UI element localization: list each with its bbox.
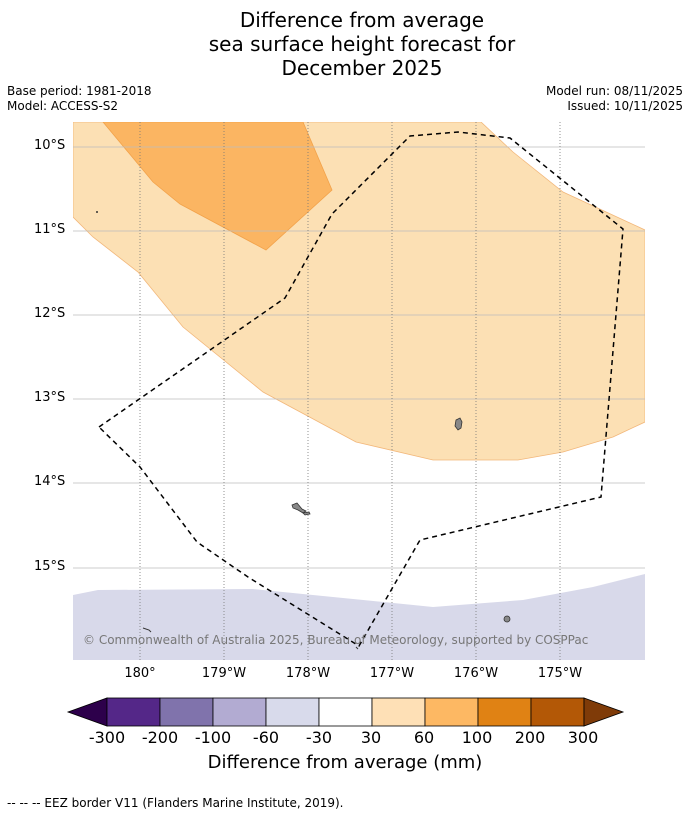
- legend-bin: [159, 697, 214, 727]
- legend-bin: [318, 697, 373, 727]
- legend-tick: 200: [514, 728, 546, 747]
- lon-label-179w: 179°W: [201, 666, 247, 681]
- issued-date: Issued: 10/11/2025: [567, 99, 683, 113]
- lon-label-175w: 175°W: [537, 666, 583, 681]
- island-4: [503, 615, 511, 623]
- legend-extend-low: [66, 697, 108, 727]
- legend-tick: 100: [461, 728, 493, 747]
- legend-colorbar: [66, 697, 625, 727]
- legend-bin: [424, 697, 479, 727]
- title-line-3: December 2025: [281, 56, 443, 80]
- model-name: Model: ACCESS-S2: [7, 99, 119, 113]
- legend-tick: -200: [141, 728, 179, 747]
- lon-label-176w: 176°W: [453, 666, 499, 681]
- lat-label-10s: 10°S: [34, 138, 66, 153]
- meta-right: Model run: 08/11/2025 Issued: 10/11/2025: [546, 84, 683, 114]
- legend-tick: -60: [252, 728, 280, 747]
- legend-bin: [265, 697, 320, 727]
- legend-extend-high: [583, 697, 625, 727]
- lat-label-14s: 14°S: [34, 474, 66, 489]
- meta-left: Base period: 1981-2018 Model: ACCESS-S2: [7, 84, 152, 114]
- lon-label-177w: 177°W: [369, 666, 415, 681]
- legend-bin: [477, 697, 532, 727]
- island-1: [454, 417, 463, 431]
- legend-bin: [106, 697, 161, 727]
- legend-bin: [530, 697, 585, 727]
- lon-label-178w: 178°W: [285, 666, 331, 681]
- eez-border: [97, 131, 624, 648]
- legend-tick: -100: [194, 728, 232, 747]
- island-5: [142, 627, 152, 633]
- island-7: [96, 211, 98, 213]
- legend-tick: 30: [360, 728, 382, 747]
- lat-label-11s: 11°S: [34, 222, 66, 237]
- copyright-notice: © Commonwealth of Australia 2025, Bureau…: [83, 633, 589, 647]
- model-run: Model run: 08/11/2025: [545, 84, 683, 98]
- latitude-gridlines: [73, 146, 645, 569]
- map-area[interactable]: [72, 121, 646, 660]
- chart-title: Difference from average sea surface heig…: [0, 8, 690, 80]
- eez-footnote: -- -- -- EEZ border V11 (Flanders Marine…: [7, 796, 344, 810]
- title-line-1: Difference from average: [239, 8, 485, 32]
- map-svg: [72, 121, 646, 660]
- base-period: Base period: 1981-2018: [7, 84, 152, 98]
- legend-tick: -30: [305, 728, 333, 747]
- lon-label-180: 180°: [124, 666, 156, 681]
- island-3: [302, 511, 311, 516]
- lat-label-15s: 15°S: [34, 559, 66, 574]
- island-6: [355, 646, 359, 650]
- lat-label-13s: 13°S: [34, 390, 66, 405]
- lat-label-12s: 12°S: [34, 306, 66, 321]
- legend-bin: [371, 697, 426, 727]
- title-line-2: sea surface height forecast for: [208, 32, 516, 56]
- legend-title: Difference from average (mm): [207, 752, 483, 773]
- anomaly-region-light-purple: [73, 574, 645, 660]
- legend-tick: 300: [567, 728, 599, 747]
- island-2: [291, 502, 307, 514]
- anomaly-region-mid-orange: [102, 121, 333, 251]
- legend-bin: [212, 697, 267, 727]
- legend-tick: -300: [88, 728, 126, 747]
- legend-tick: 60: [413, 728, 435, 747]
